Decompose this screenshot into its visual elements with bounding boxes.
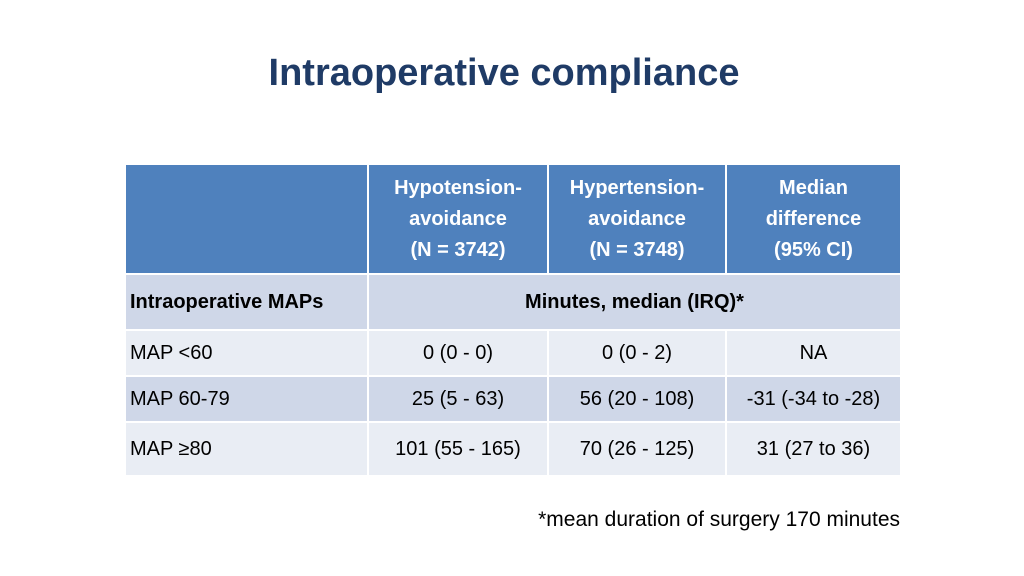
compliance-table: Hypotension- avoidance (N = 3742) Hypert… [124,163,902,477]
table-row: MAP ≥80 101 (55 - 165) 70 (26 - 125) 31 … [124,421,902,477]
header-line: Hypertension- [569,176,705,199]
table-cell: 0 (0 - 0) [367,329,549,377]
header-line: Hypotension- [394,176,522,199]
table-cell: 25 (5 - 63) [367,375,549,423]
header-empty-cell [124,163,369,275]
header-hypertension-avoidance: Hypertension- avoidance (N = 3748) [547,163,727,275]
table-cell: 31 (27 to 36) [725,421,902,477]
header-line: (N = 3742) [410,238,506,261]
table-cell: 70 (26 - 125) [547,421,727,477]
row-label: MAP ≥80 [124,421,369,477]
header-hypotension-avoidance: Hypotension- avoidance (N = 3742) [367,163,549,275]
table-cell: -31 (-34 to -28) [725,375,902,423]
header-line: (N = 3748) [589,238,685,261]
header-line: (95% CI) [774,238,853,261]
table-subheader-row: Intraoperative MAPs Minutes, median (IRQ… [124,273,902,331]
header-median-difference: Median difference (95% CI) [725,163,902,275]
subheader-label: Intraoperative MAPs [124,273,369,331]
table-cell: 56 (20 - 108) [547,375,727,423]
table-cell: NA [725,329,902,377]
table-header-row: Hypotension- avoidance (N = 3742) Hypert… [124,163,902,275]
header-line: avoidance [409,207,507,230]
header-line: difference [765,207,862,230]
table-cell: 0 (0 - 2) [547,329,727,377]
header-line: Median [779,176,848,199]
row-label: MAP 60-79 [124,375,369,423]
slide-title: Intraoperative compliance [268,52,740,94]
table-cell: 101 (55 - 165) [367,421,549,477]
footnote: *mean duration of surgery 170 minutes [538,508,900,531]
row-label: MAP <60 [124,329,369,377]
table-row: MAP 60-79 25 (5 - 63) 56 (20 - 108) -31 … [124,375,902,423]
header-line: avoidance [588,207,686,230]
subheader-span-text: Minutes, median (IRQ)* [367,273,902,331]
table-row: MAP <60 0 (0 - 0) 0 (0 - 2) NA [124,329,902,377]
